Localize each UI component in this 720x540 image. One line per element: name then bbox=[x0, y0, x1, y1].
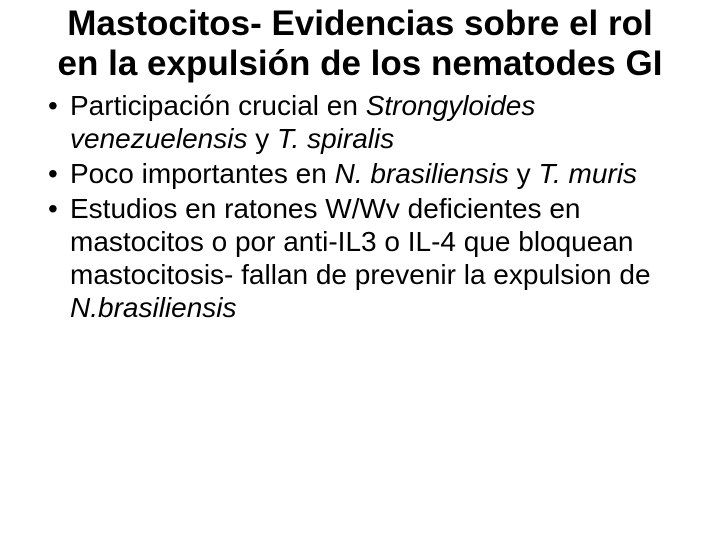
bullet-list: Participación crucial en Strongyloides v… bbox=[20, 89, 700, 324]
slide-title: Mastocitos- Evidencias sobre el rol en l… bbox=[50, 4, 670, 85]
text-run: Poco importantes en bbox=[70, 158, 335, 189]
italic-run: T. muris bbox=[538, 158, 637, 189]
text-run: Participación crucial en bbox=[70, 90, 366, 121]
italic-run: N. brasiliensis bbox=[335, 158, 509, 189]
italic-run: N.brasiliensis bbox=[70, 292, 237, 323]
text-run: y bbox=[509, 158, 539, 189]
list-item: Poco importantes en N. brasiliensis y T.… bbox=[48, 157, 690, 190]
slide: Mastocitos- Evidencias sobre el rol en l… bbox=[0, 0, 720, 540]
italic-run: T. spiralis bbox=[277, 123, 394, 154]
text-run: Estudios en ratones W/Wv deficientes en … bbox=[70, 193, 651, 290]
text-run: y bbox=[247, 123, 277, 154]
list-item: Participación crucial en Strongyloides v… bbox=[48, 89, 690, 155]
list-item: Estudios en ratones W/Wv deficientes en … bbox=[48, 192, 690, 324]
